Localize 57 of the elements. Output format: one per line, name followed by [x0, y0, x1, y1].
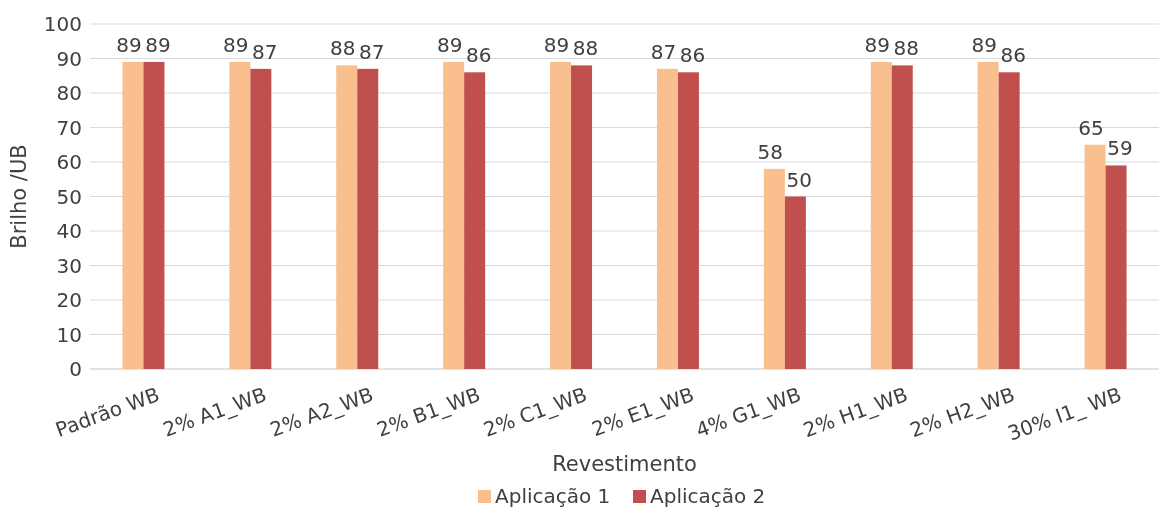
- bar: [656, 68, 678, 369]
- bar: [571, 65, 593, 369]
- y-tick-label: 100: [43, 12, 82, 36]
- data-label: 89: [145, 32, 171, 57]
- data-label: 50: [786, 167, 813, 192]
- bar: [550, 61, 572, 369]
- bar: [443, 61, 465, 369]
- bar: [784, 196, 806, 369]
- data-label: 65: [1078, 115, 1104, 140]
- bar: [122, 61, 144, 369]
- bar: [677, 72, 699, 369]
- legend-label: Aplicação 2: [650, 484, 766, 508]
- data-label: 59: [1107, 136, 1133, 161]
- x-tick-label: Padrão WB: [52, 382, 163, 442]
- bar: [1105, 165, 1127, 369]
- data-label: 89: [116, 32, 142, 57]
- y-tick-label: 20: [56, 288, 82, 312]
- data-label: 88: [330, 36, 356, 61]
- data-label: 86: [465, 43, 492, 68]
- y-tick-label: 10: [56, 322, 82, 347]
- bar: [250, 68, 272, 369]
- data-label: 88: [572, 36, 599, 61]
- y-tick-label: 50: [56, 184, 82, 209]
- data-label: 89: [223, 32, 249, 57]
- bar: [464, 72, 486, 369]
- data-label: 58: [757, 139, 784, 164]
- data-label: 86: [679, 43, 706, 68]
- x-axis-title: Revestimento: [552, 452, 697, 476]
- data-label: 87: [252, 39, 278, 64]
- data-label: 87: [359, 39, 385, 64]
- bar: [891, 65, 913, 369]
- y-tick-label: 90: [56, 46, 82, 71]
- bar: [143, 61, 165, 369]
- data-label: 86: [1000, 43, 1026, 68]
- legend-label: Aplicação 1: [495, 484, 611, 508]
- bar: [1084, 144, 1106, 369]
- bar: [229, 61, 251, 369]
- bar: [977, 61, 999, 369]
- y-tick-label: 60: [56, 150, 82, 174]
- bar: [763, 168, 785, 369]
- data-label: 89: [864, 32, 890, 57]
- y-tick-label: 40: [56, 219, 82, 243]
- y-tick-label: 80: [56, 81, 82, 105]
- data-label: 89: [543, 32, 570, 57]
- x-tick-label: 2% C1_WB: [480, 382, 591, 442]
- data-label: 89: [436, 32, 463, 57]
- bar: [357, 68, 379, 369]
- data-label: 87: [650, 39, 677, 64]
- data-label: 88: [893, 36, 919, 61]
- y-tick-label: 30: [56, 253, 82, 278]
- y-tick-label: 0: [69, 357, 82, 381]
- data-label: 89: [971, 32, 997, 57]
- y-axis-title: Brilho /UB: [7, 144, 31, 249]
- y-tick-label: 70: [56, 115, 82, 140]
- bar: [998, 72, 1020, 369]
- bar: [870, 61, 892, 369]
- bar: [336, 65, 358, 369]
